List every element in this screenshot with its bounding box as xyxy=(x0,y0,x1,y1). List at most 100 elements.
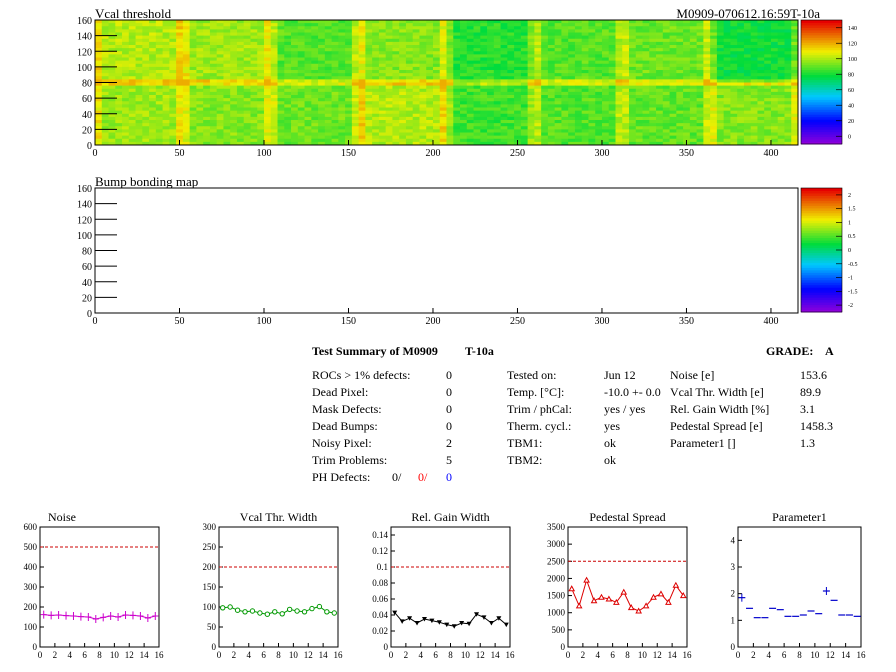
heatmap-cell xyxy=(723,107,731,112)
heatmap-cell xyxy=(601,70,610,74)
heatmap-cell xyxy=(128,126,136,130)
heatmap-cell xyxy=(791,73,799,77)
heatmap-cell xyxy=(534,123,542,127)
heatmap-cell xyxy=(345,91,353,96)
heatmap-cell xyxy=(155,104,163,108)
heatmap-cell xyxy=(189,82,197,87)
heatmap-cell xyxy=(223,63,231,68)
heatmap-cell xyxy=(304,29,312,33)
heatmap-cell xyxy=(635,95,643,99)
heatmap-cell xyxy=(710,95,718,99)
heatmap-cell xyxy=(399,113,407,118)
plot-point xyxy=(48,611,55,620)
heatmap-cell xyxy=(527,35,535,40)
heatmap-cell xyxy=(412,113,420,118)
heatmap-cell xyxy=(419,54,427,58)
plot-xtick-label: 10 xyxy=(289,650,299,660)
heatmap-cell xyxy=(358,82,366,87)
plot-xtick-label: 16 xyxy=(334,650,344,660)
heatmap-cell xyxy=(189,60,197,65)
heatmap-cell xyxy=(318,54,326,58)
heatmap-cell xyxy=(595,45,603,49)
heatmap-cell xyxy=(676,20,684,24)
map-ytick-label: 140 xyxy=(77,32,92,43)
heatmap-cell xyxy=(250,32,258,37)
heatmap-cell xyxy=(351,57,360,62)
heatmap-cell xyxy=(284,101,292,105)
heatmap-cell xyxy=(419,135,427,140)
heatmap-cell xyxy=(723,48,731,52)
heatmap-cell xyxy=(622,48,630,52)
colorbar-band xyxy=(801,121,842,125)
heatmap-cell xyxy=(426,32,434,37)
right-value-3: 1458.3 xyxy=(800,419,833,433)
heatmap-cell xyxy=(196,38,204,43)
heatmap-cell xyxy=(331,51,339,55)
heatmap-cell xyxy=(250,79,258,83)
heatmap-cell xyxy=(405,66,414,71)
heatmap-cell xyxy=(149,32,157,37)
heatmap-cell xyxy=(385,123,393,127)
heatmap-cell xyxy=(676,129,684,133)
heatmap-cell xyxy=(595,41,603,46)
heatmap-cell xyxy=(297,38,305,43)
heatmap-cell xyxy=(507,63,515,68)
plot-point xyxy=(583,576,590,583)
heatmap-cell xyxy=(189,141,197,146)
heatmap-cell xyxy=(399,45,407,49)
heatmap-cell xyxy=(263,126,272,130)
heatmap-cell xyxy=(534,76,542,80)
heatmap-cell xyxy=(95,85,103,90)
heatmap-cell xyxy=(263,35,272,40)
heatmap-cell xyxy=(527,41,535,46)
heatmap-cell xyxy=(750,107,758,112)
heatmap-cell xyxy=(311,23,319,27)
heatmap-cell xyxy=(176,41,184,46)
heatmap-cell xyxy=(122,132,130,137)
heatmap-cell xyxy=(466,66,474,71)
heatmap-cell xyxy=(372,120,380,124)
heatmap-cell xyxy=(318,32,326,37)
heatmap-cell xyxy=(608,135,616,140)
heatmap-cell xyxy=(135,129,143,133)
heatmap-cell xyxy=(378,51,387,55)
heatmap-cell xyxy=(412,82,420,87)
heatmap-cell xyxy=(108,120,116,124)
heatmap-cell xyxy=(372,88,380,93)
heatmap-cell xyxy=(520,54,529,58)
heatmap-cell xyxy=(547,104,556,108)
heatmap-cell xyxy=(338,66,346,71)
heatmap-cell xyxy=(514,82,522,87)
heatmap-cell xyxy=(716,101,725,105)
heatmap-cell xyxy=(520,101,529,105)
heatmap-cell xyxy=(128,113,136,118)
map-xtick-label: 200 xyxy=(425,148,440,159)
heatmap-cell xyxy=(189,95,197,99)
heatmap-cell xyxy=(196,48,204,52)
heatmap-cell xyxy=(493,54,501,58)
heatmap-cell xyxy=(777,35,785,40)
heatmap-cell xyxy=(412,85,420,90)
heatmap-cell xyxy=(635,113,643,118)
plot-xtick-label: 8 xyxy=(797,650,802,660)
heatmap-cell xyxy=(642,120,650,124)
heatmap-cell xyxy=(473,73,481,77)
heatmap-cell xyxy=(331,138,339,143)
heatmap-cell xyxy=(439,82,447,87)
heatmap-cell xyxy=(581,66,589,71)
heatmap-cell xyxy=(419,82,427,87)
heatmap-cell xyxy=(230,73,238,77)
heatmap-cell xyxy=(270,26,278,30)
heatmap-cell xyxy=(378,32,387,37)
heatmap-cell xyxy=(527,76,535,80)
heatmap-cell xyxy=(108,95,116,99)
heatmap-cell xyxy=(223,132,231,137)
heatmap-cell xyxy=(324,20,332,24)
heatmap-cell xyxy=(649,116,657,121)
heatmap-cell xyxy=(527,141,535,146)
heatmap-cell xyxy=(689,85,698,90)
heatmap-cell xyxy=(385,23,393,27)
heatmap-cell xyxy=(209,26,218,30)
heatmap-cell xyxy=(622,73,630,77)
heatmap-cell xyxy=(216,29,224,33)
